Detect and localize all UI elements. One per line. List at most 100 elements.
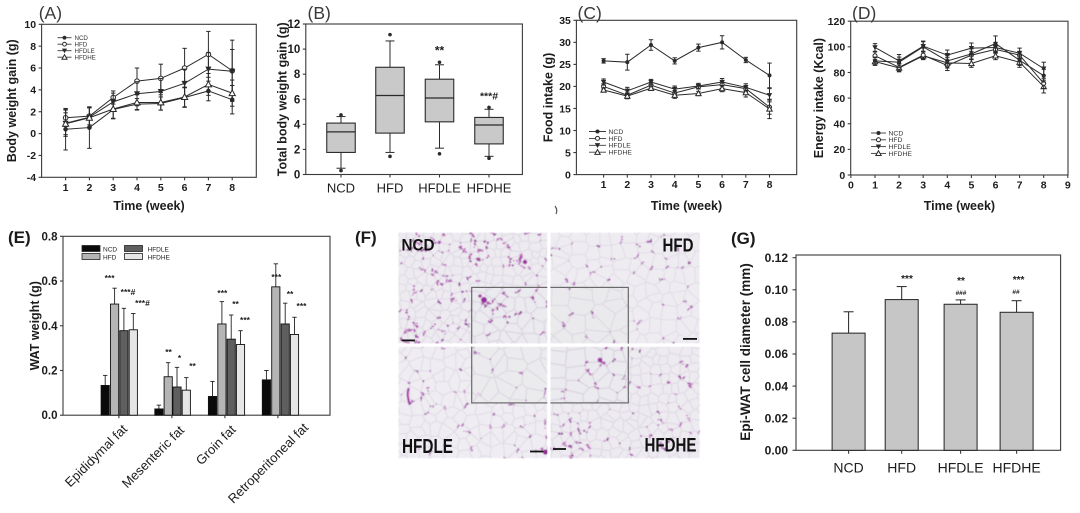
svg-text:##: ##: [1012, 289, 1020, 296]
svg-text:0.8: 0.8: [42, 231, 59, 243]
svg-text:3: 3: [110, 182, 116, 194]
svg-text:Food intake (g): Food intake (g): [542, 53, 556, 143]
svg-text:0.06: 0.06: [765, 347, 789, 361]
svg-text:120: 120: [828, 16, 846, 28]
svg-text:*: *: [178, 353, 182, 363]
svg-text:HFDLE: HFDLE: [402, 435, 453, 458]
svg-text:Time (week): Time (week): [113, 199, 184, 213]
svg-text:HFDLE: HFDLE: [418, 181, 461, 196]
svg-text:(G): (G): [731, 229, 756, 248]
svg-text:6: 6: [294, 94, 300, 106]
svg-text:8: 8: [229, 182, 235, 194]
svg-text:8: 8: [30, 41, 36, 53]
svg-text:HFDHE: HFDHE: [992, 459, 1040, 475]
svg-text:0: 0: [839, 170, 845, 182]
svg-text:3: 3: [920, 180, 926, 192]
svg-text:HFDHE: HFDHE: [148, 255, 171, 262]
svg-text:HFD: HFD: [609, 136, 623, 143]
svg-text:2: 2: [86, 182, 92, 194]
svg-text:HFD: HFD: [377, 181, 404, 196]
svg-text:0.2: 0.2: [42, 366, 58, 378]
svg-text:0: 0: [294, 170, 300, 182]
svg-text:HFDLE: HFDLE: [609, 143, 632, 150]
svg-text:7: 7: [743, 179, 749, 191]
svg-text:80: 80: [834, 67, 846, 79]
svg-text:(F): (F): [355, 228, 377, 247]
svg-text:10: 10: [559, 125, 571, 137]
svg-text:20: 20: [834, 144, 846, 156]
svg-text:HFDLE: HFDLE: [938, 459, 984, 475]
svg-text:1: 1: [63, 182, 69, 194]
svg-text:HFDHE: HFDHE: [889, 151, 913, 158]
svg-text:1: 1: [872, 180, 878, 192]
svg-text:NCD: NCD: [889, 130, 904, 137]
svg-text:HFDLE: HFDLE: [148, 247, 170, 254]
svg-text:6: 6: [993, 180, 999, 192]
svg-text:0: 0: [848, 180, 854, 192]
svg-text:Time (week): Time (week): [924, 199, 995, 213]
svg-text:7: 7: [205, 182, 211, 194]
svg-text:***: ***: [271, 272, 282, 282]
svg-text:Total body weight gain (g): Total body weight gain (g): [275, 22, 289, 176]
svg-text:0.4: 0.4: [42, 321, 59, 333]
svg-text:NCD: NCD: [75, 35, 89, 42]
svg-text:***: ***: [297, 301, 308, 311]
svg-text:100: 100: [828, 42, 846, 54]
svg-text:(D): (D): [852, 3, 876, 23]
svg-text:6: 6: [30, 63, 36, 75]
svg-text:HFD: HFD: [663, 236, 694, 256]
svg-text:0.0: 0.0: [42, 410, 58, 422]
svg-text:8: 8: [294, 69, 301, 81]
svg-text:HFDHE: HFDHE: [467, 181, 512, 196]
svg-text:***: ***: [901, 274, 913, 285]
svg-text:NCD: NCD: [327, 181, 355, 196]
svg-text:***#: ***#: [121, 287, 136, 297]
svg-text:WAT weight (g): WAT weight (g): [28, 281, 42, 370]
svg-text:4: 4: [294, 119, 301, 131]
svg-text:7: 7: [1017, 180, 1023, 192]
svg-text:0.12: 0.12: [765, 251, 789, 265]
svg-text:NCD: NCD: [609, 129, 624, 136]
svg-text:**: **: [957, 276, 965, 287]
svg-text:0: 0: [30, 128, 36, 140]
svg-text:2: 2: [294, 144, 300, 156]
svg-text:25: 25: [559, 59, 571, 71]
svg-text:HFD: HFD: [887, 459, 916, 475]
svg-text:NCD: NCD: [402, 237, 435, 255]
svg-text:15: 15: [559, 103, 571, 115]
svg-text:3: 3: [648, 179, 654, 191]
svg-text:Time (week): Time (week): [651, 199, 722, 213]
svg-text:**: **: [287, 289, 294, 299]
svg-text:**: **: [435, 44, 445, 58]
svg-text:0.02: 0.02: [765, 411, 789, 425]
svg-text:HFDHE: HFDHE: [609, 150, 633, 157]
svg-text:###: ###: [956, 290, 967, 297]
svg-text:**: **: [165, 347, 172, 357]
svg-text:Epi-WAT cell diameter (mm): Epi-WAT cell diameter (mm): [738, 263, 753, 441]
svg-text:NCD: NCD: [103, 247, 117, 254]
svg-text:-2: -2: [27, 150, 36, 162]
svg-text:4: 4: [944, 180, 950, 192]
svg-text:(B): (B): [308, 3, 331, 23]
svg-text:(C): (C): [578, 3, 602, 23]
svg-text:10: 10: [288, 44, 301, 56]
svg-text:(E): (E): [8, 228, 31, 247]
svg-text:HFDLE: HFDLE: [889, 144, 912, 151]
svg-text:NCD: NCD: [833, 459, 863, 475]
svg-text:0.10: 0.10: [765, 283, 789, 297]
svg-text:HFDHE: HFDHE: [645, 435, 697, 457]
svg-text:4: 4: [672, 179, 678, 191]
svg-text:***: ***: [1013, 275, 1025, 286]
svg-text:HFDHE: HFDHE: [75, 54, 96, 61]
svg-text:HFD: HFD: [75, 41, 88, 48]
svg-text:9: 9: [1065, 180, 1071, 192]
svg-text:35: 35: [559, 15, 571, 27]
svg-text:8: 8: [767, 179, 773, 191]
svg-text:2: 2: [30, 106, 36, 118]
svg-text:-4: -4: [27, 172, 36, 184]
svg-text:5: 5: [968, 180, 974, 192]
svg-text:8: 8: [1041, 180, 1047, 192]
svg-text:0.04: 0.04: [765, 379, 789, 393]
svg-text:***: ***: [217, 288, 228, 298]
svg-text:HFDLE: HFDLE: [75, 48, 95, 55]
